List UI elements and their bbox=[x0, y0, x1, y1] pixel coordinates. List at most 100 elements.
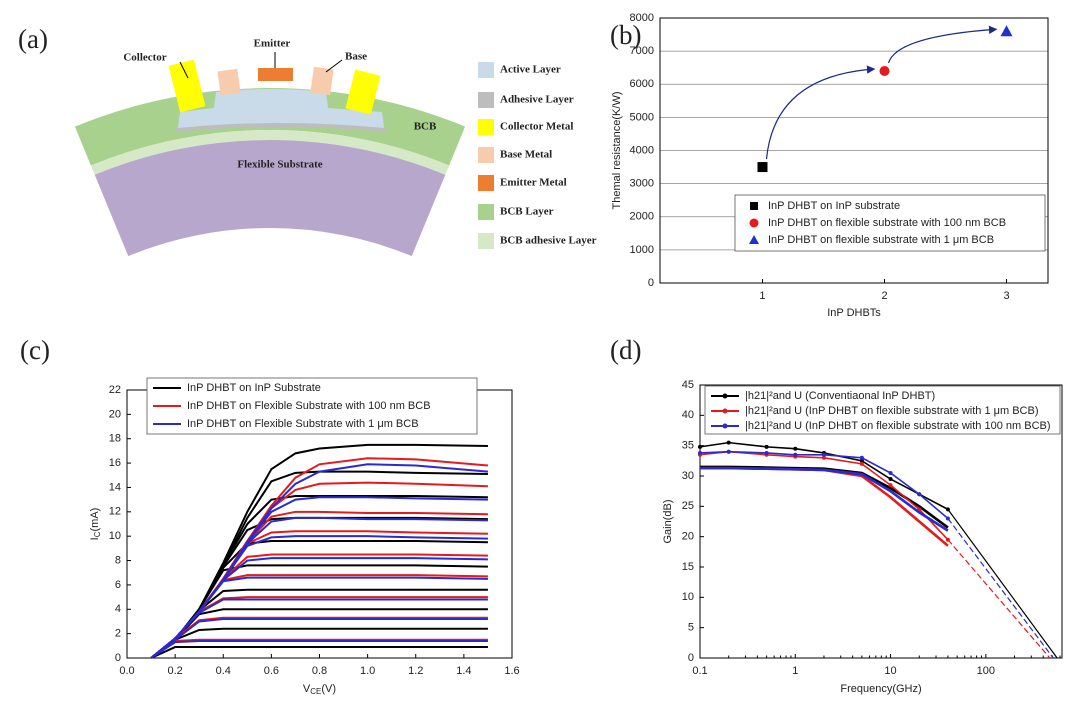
legend-label: Collector Metal bbox=[500, 121, 573, 133]
x-tick-label: 0.1 bbox=[692, 665, 707, 677]
data-point bbox=[757, 162, 768, 173]
x-tick-label: 2 bbox=[881, 290, 887, 302]
base-metal bbox=[217, 68, 241, 96]
u-point bbox=[888, 477, 893, 482]
panel-label: (b) bbox=[610, 20, 641, 50]
y-tick-label: 7000 bbox=[630, 45, 654, 57]
h21-curve bbox=[700, 466, 949, 532]
u-point bbox=[793, 452, 798, 457]
y-tick-label: 6000 bbox=[630, 78, 654, 90]
x-tick-label: 100 bbox=[977, 665, 995, 677]
y-tick-label: 4000 bbox=[630, 144, 654, 156]
flexible-substrate bbox=[94, 139, 446, 257]
x-tick-label: 0.4 bbox=[216, 665, 231, 677]
trend-arrow bbox=[765, 65, 876, 160]
axis-label-symbol: I bbox=[89, 537, 101, 540]
u-point bbox=[917, 492, 922, 497]
legend-box bbox=[734, 194, 1046, 252]
y-tick-label: 40 bbox=[682, 409, 694, 421]
x-tick-label: 1.6 bbox=[504, 665, 519, 677]
legend-label: Emitter Metal bbox=[500, 177, 567, 189]
extrapolation-line bbox=[947, 518, 1054, 659]
legend-label: BCB Layer bbox=[500, 206, 554, 218]
bcb-adhesive-layer bbox=[90, 129, 450, 175]
legend-label: InP DHBT on flexible substrate with 100 … bbox=[768, 217, 1006, 229]
legend-label: Adhesive Layer bbox=[500, 94, 574, 106]
collector-metal bbox=[345, 69, 381, 115]
adhesive-layer bbox=[176, 123, 386, 132]
y-tick-label: 16 bbox=[109, 457, 121, 469]
y-tick-label: 8 bbox=[115, 554, 121, 566]
legend-label: InP DHBT on InP Substrate bbox=[187, 382, 321, 394]
iv-curve bbox=[150, 627, 488, 659]
axis-label-symbol: V bbox=[303, 683, 311, 695]
u-point bbox=[888, 470, 893, 475]
y-tick-label: 8000 bbox=[630, 12, 654, 24]
base-metal bbox=[310, 66, 334, 96]
collector-metal bbox=[168, 59, 206, 113]
legend-label: |h21|²and U (InP DHBT on flexible substr… bbox=[745, 420, 1051, 432]
active-layer bbox=[178, 89, 384, 128]
axis-label: Gain(dB) bbox=[662, 499, 674, 543]
axis-label: Themal resistance(K/W) bbox=[611, 92, 623, 210]
x-tick-label: 3 bbox=[1003, 290, 1009, 302]
plot-frame bbox=[659, 17, 1049, 284]
u-point bbox=[821, 452, 826, 457]
x-tick-label: 0.6 bbox=[264, 665, 279, 677]
legend-label: InP DHBT on flexible substrate with 1 μm… bbox=[768, 234, 994, 246]
legend-swatch bbox=[478, 92, 494, 108]
iv-curve bbox=[150, 639, 488, 659]
u-point bbox=[726, 440, 731, 445]
u-point bbox=[859, 455, 864, 460]
legend-label: InP DHBT on Flexible Substrate with 1 μm… bbox=[187, 418, 419, 430]
y-tick-label: 6 bbox=[115, 579, 121, 591]
x-tick-label: 0.2 bbox=[167, 665, 182, 677]
u-point bbox=[859, 458, 864, 463]
panel-label: (d) bbox=[610, 335, 641, 365]
u-point bbox=[698, 450, 702, 455]
trend-arrow bbox=[887, 25, 998, 64]
legend-marker bbox=[749, 235, 759, 244]
pointer bbox=[325, 59, 343, 73]
y-tick-label: 10 bbox=[109, 530, 121, 542]
legend-marker bbox=[722, 393, 728, 399]
y-tick-label: 25 bbox=[682, 500, 694, 512]
extrapolation-line bbox=[947, 539, 1051, 659]
legend-swatch bbox=[478, 233, 494, 249]
y-tick-label: 12 bbox=[109, 506, 121, 518]
u-point bbox=[793, 446, 798, 451]
axis-label-unit: (V) bbox=[321, 683, 336, 695]
u-point bbox=[859, 461, 864, 466]
y-tick-label: 20 bbox=[109, 408, 121, 420]
u-point bbox=[821, 455, 826, 460]
legend-marker bbox=[750, 202, 758, 210]
y-tick-label: 2 bbox=[115, 628, 121, 640]
axis-label-unit: (mA) bbox=[89, 508, 101, 532]
legend-label: InP DHBT on InP substrate bbox=[768, 200, 900, 212]
legend-marker bbox=[749, 218, 759, 228]
y-tick-label: 3000 bbox=[630, 178, 654, 190]
legend-label: Base Metal bbox=[500, 149, 552, 161]
diagram-label: Flexible Substrate bbox=[237, 159, 322, 171]
y-tick-label: 15 bbox=[682, 561, 694, 573]
y-tick-label: 14 bbox=[109, 481, 121, 493]
pointer bbox=[179, 61, 189, 79]
diagram-label: Base bbox=[345, 51, 367, 63]
y-tick-label: 10 bbox=[682, 591, 694, 603]
extrapolation-line bbox=[947, 509, 1058, 659]
legend-label: |h21|²and U (InP DHBT on flexible substr… bbox=[745, 405, 1039, 417]
data-point bbox=[879, 66, 890, 76]
y-tick-label: 4 bbox=[115, 603, 121, 615]
diagram-label: BCB bbox=[414, 121, 437, 133]
u-point bbox=[764, 450, 769, 455]
legend-box bbox=[704, 385, 1061, 435]
axis-label-subscript: C bbox=[93, 531, 102, 537]
y-tick-label: 18 bbox=[109, 433, 121, 445]
x-tick-label: 1.2 bbox=[408, 665, 423, 677]
axis-label: InP DHBTs bbox=[827, 307, 881, 319]
legend-marker bbox=[722, 408, 728, 414]
legend-swatch bbox=[478, 204, 494, 220]
y-tick-label: 1000 bbox=[630, 244, 654, 256]
x-tick-label: 0.0 bbox=[119, 665, 134, 677]
x-tick-label: 10 bbox=[884, 665, 896, 677]
